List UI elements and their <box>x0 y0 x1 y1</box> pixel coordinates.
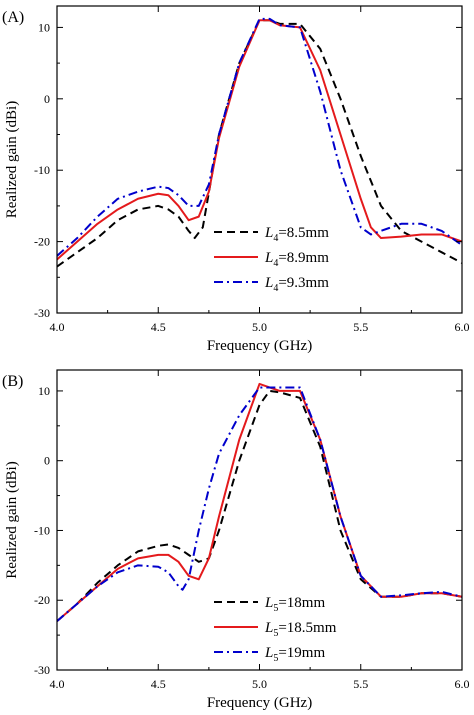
y-tick-label: 10 <box>38 384 50 398</box>
legend-entry-2: L4=8.9mm <box>264 250 329 269</box>
legend-entry-3: L5=19mm <box>264 645 325 664</box>
chart-panel-1: 4.0 4.5 5.0 5.5 6.0 10 0 -10 -20 -30 Frequency (GH… <box>2 5 470 354</box>
series-line-3 <box>57 386 462 622</box>
y-tick-label: 0 <box>44 454 50 468</box>
x-tick-label: 4.5 <box>151 677 166 691</box>
y-tick-label: 10 <box>38 20 50 34</box>
x-tick-label: 5.0 <box>252 320 267 334</box>
plot-frame <box>56 369 463 671</box>
y-tick-label: -30 <box>34 306 50 320</box>
y-tick-label: -10 <box>34 163 50 177</box>
x-tick-label: 4.0 <box>50 320 65 334</box>
legend-entry-1: L4=8.5mm <box>264 225 329 244</box>
x-tick-label: 4.0 <box>50 677 65 691</box>
x-tick-label: 5.5 <box>353 320 368 334</box>
y-axis-label: Realized gain (dBi) <box>4 101 20 218</box>
x-tick-label: 6.0 <box>455 677 470 691</box>
y-tick-label: -20 <box>34 593 50 607</box>
series-line-3 <box>57 17 462 257</box>
plot-frame <box>56 5 463 314</box>
y-tick-label: 0 <box>44 92 50 106</box>
x-tick-label: 4.5 <box>151 320 166 334</box>
legend-entry-3: L4=9.3mm <box>264 275 329 294</box>
chart-panel-2: 4.0 4.5 5.0 5.5 6.0 10 0 -10 -20 -30 Frequency (GH… <box>2 369 470 711</box>
y-tick-label: -20 <box>34 235 50 249</box>
legend-entry-1: L5=18mm <box>264 595 325 614</box>
y-axis-label: Realized gain (dBi) <box>4 461 20 578</box>
y-tick-label: -30 <box>34 663 50 677</box>
y-tick-label: -10 <box>34 523 50 537</box>
legend-entry-2: L5=18.5mm <box>264 620 337 639</box>
series-line-1 <box>57 389 462 622</box>
series-line-2 <box>57 19 462 261</box>
x-axis-label: Frequency (GHz) <box>207 338 312 354</box>
panel-label: (A) <box>2 9 24 26</box>
panel-label: (B) <box>2 373 23 390</box>
x-tick-label: 5.0 <box>252 677 267 691</box>
x-tick-label: 6.0 <box>455 320 470 334</box>
legend: L4=8.5mm L4=8.9mm L4=9.3mm <box>214 225 329 294</box>
x-axis-label: Frequency (GHz) <box>207 695 312 711</box>
series-line-2 <box>57 382 462 622</box>
x-tick-label: 5.5 <box>353 677 368 691</box>
series-line-1 <box>57 19 462 268</box>
legend: L5=18mm L5=18.5mm L5=19mm <box>214 595 337 664</box>
